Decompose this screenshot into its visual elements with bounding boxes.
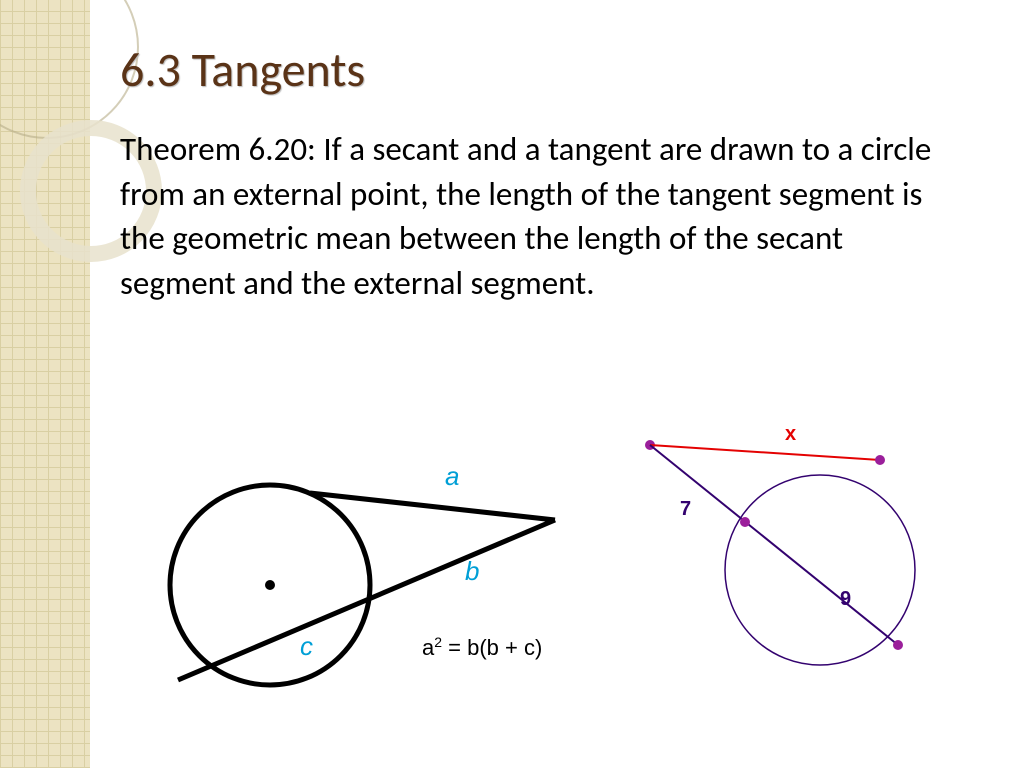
label-b: b bbox=[465, 556, 479, 586]
formula: a2 = b(b + c) bbox=[422, 634, 542, 660]
diagrams-area: a b c a2 = b(b + c) x 7 9 bbox=[150, 430, 1000, 730]
secant-far-point bbox=[893, 640, 903, 650]
theorem-text: Theorem 6.20: If a secant and a tangent … bbox=[120, 127, 950, 305]
label-9: 9 bbox=[840, 588, 851, 610]
decor-arc bbox=[0, 0, 139, 139]
diagram-right: x 7 9 bbox=[630, 410, 990, 710]
label-7: 7 bbox=[680, 498, 691, 520]
label-a: a bbox=[445, 461, 459, 491]
slide-title: 6.3 Tangents bbox=[120, 40, 984, 99]
label-c: c bbox=[300, 631, 313, 661]
slide-content: 6.3 Tangents Theorem 6.20: If a secant a… bbox=[120, 40, 984, 305]
tangent-point bbox=[875, 455, 885, 465]
label-x: x bbox=[785, 423, 796, 445]
secant-near-point bbox=[740, 517, 750, 527]
decorative-sidebar bbox=[0, 0, 90, 768]
tangent-line bbox=[310, 493, 555, 520]
secant-line-2 bbox=[650, 445, 898, 645]
tangent-line-x bbox=[650, 445, 880, 460]
center-point bbox=[265, 580, 275, 590]
diagram-left: a b c a2 = b(b + c) bbox=[150, 430, 610, 730]
